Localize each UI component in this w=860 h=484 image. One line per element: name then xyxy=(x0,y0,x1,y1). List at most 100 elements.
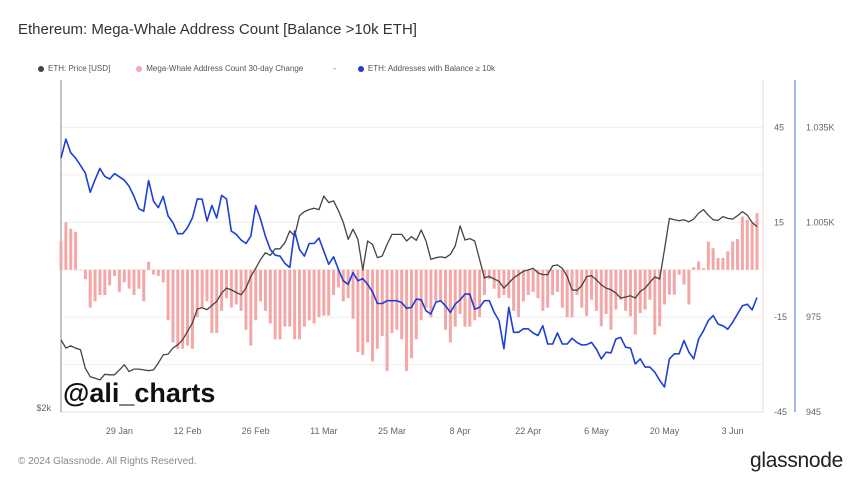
change-bar xyxy=(405,269,409,371)
legend-label: ETH: Addresses with Balance ≥ 10k xyxy=(367,64,496,73)
change-bar xyxy=(653,269,657,335)
change-bar xyxy=(750,223,754,270)
change-bar xyxy=(458,269,462,314)
change-bar xyxy=(468,269,472,327)
x-tick-label: 12 Feb xyxy=(174,426,202,436)
change-bar xyxy=(108,269,112,286)
change-bar xyxy=(672,269,676,295)
change-bar xyxy=(375,269,379,349)
change-bar xyxy=(526,269,530,296)
change-bar xyxy=(414,269,418,340)
chart-title: Ethereum: Mega-Whale Address Count [Bala… xyxy=(18,21,417,38)
legend-label: ETH: Price [USD] xyxy=(48,64,111,73)
change-bar xyxy=(726,251,730,270)
change-bar xyxy=(142,269,146,302)
change-bar xyxy=(263,269,267,311)
change-bar xyxy=(419,269,423,321)
change-bar xyxy=(604,269,608,314)
change-bar xyxy=(166,269,170,321)
change-bar xyxy=(293,269,297,340)
change-bar xyxy=(200,269,204,308)
change-bar xyxy=(356,269,360,352)
address-tick-label: 975 xyxy=(806,312,821,322)
change-bar xyxy=(307,269,311,321)
change-bar xyxy=(210,269,214,333)
change-bar xyxy=(633,269,637,335)
change-bar xyxy=(317,269,321,318)
x-tick-label: 25 Mar xyxy=(378,426,406,436)
change-bar xyxy=(137,269,141,289)
x-tick-label: 29 Jan xyxy=(106,426,133,436)
change-bar xyxy=(395,269,399,330)
change-bar xyxy=(658,269,662,327)
change-bar xyxy=(283,269,287,327)
change-bar xyxy=(682,269,686,285)
change-bar xyxy=(434,269,438,302)
legend-item-blank[interactable]: - xyxy=(333,64,336,73)
change-bar xyxy=(370,269,374,362)
change-bar xyxy=(512,269,516,311)
change-bar xyxy=(332,269,336,296)
change-bar xyxy=(755,213,759,270)
legend: ETH: Price [USD] Mega-Whale Address Coun… xyxy=(38,64,511,73)
change-bar xyxy=(113,269,117,277)
change-bar xyxy=(88,269,92,308)
change-bar xyxy=(473,269,477,321)
change-bar xyxy=(692,267,696,270)
change-bar xyxy=(254,269,258,321)
change-bar xyxy=(599,269,603,327)
change-bar xyxy=(117,269,121,292)
change-bar xyxy=(69,228,73,270)
change-bar xyxy=(663,269,667,305)
change-bar xyxy=(482,269,486,296)
change-bar xyxy=(585,269,589,317)
change-bar xyxy=(181,269,185,349)
change-tick-label: 45 xyxy=(774,122,784,132)
change-bar xyxy=(736,239,740,270)
change-bar xyxy=(83,269,87,280)
change-bar xyxy=(463,269,467,327)
change-bar xyxy=(239,269,243,311)
change-bar xyxy=(161,269,165,283)
change-bar xyxy=(628,269,632,317)
change-bar xyxy=(224,269,228,299)
change-bar xyxy=(351,269,355,319)
change-bar xyxy=(190,269,194,349)
change-bar xyxy=(517,269,521,318)
change-bar xyxy=(312,269,316,324)
change-bar xyxy=(580,269,584,308)
change-bar xyxy=(322,269,326,316)
change-bar xyxy=(98,269,102,296)
change-bar xyxy=(716,258,720,270)
change-bar xyxy=(711,248,715,270)
change-bar xyxy=(614,269,618,310)
change-bar xyxy=(687,269,691,305)
change-bar xyxy=(444,269,448,330)
change-tick-label: -45 xyxy=(774,407,787,417)
change-bar xyxy=(151,269,155,275)
legend-item-change[interactable]: Mega-Whale Address Count 30-day Change xyxy=(136,64,303,73)
change-bar xyxy=(64,222,68,270)
change-bar xyxy=(186,269,190,346)
change-bar xyxy=(341,269,345,302)
change-bar xyxy=(560,269,564,308)
change-bar xyxy=(244,269,248,330)
change-bar xyxy=(336,269,340,288)
change-bar xyxy=(555,269,559,292)
watermark: @ali_charts xyxy=(63,378,216,408)
change-bar xyxy=(278,269,282,340)
legend-item-price[interactable]: ETH: Price [USD] xyxy=(38,64,110,73)
change-bar xyxy=(195,269,199,318)
legend-item-addresses[interactable]: ETH: Addresses with Balance ≥ 10k xyxy=(357,64,496,73)
change-bar xyxy=(176,269,180,349)
change-bar xyxy=(297,269,301,340)
change-tick-label: -15 xyxy=(774,312,787,322)
copyright-footer: © 2024 Glassnode. All Rights Reserved. xyxy=(18,456,197,467)
legend-dot-icon xyxy=(136,65,143,72)
change-bar xyxy=(234,269,238,305)
change-bar xyxy=(366,269,370,343)
change-bar xyxy=(74,231,78,270)
x-tick-label: 26 Feb xyxy=(242,426,270,436)
change-tick-label: 15 xyxy=(774,217,784,227)
price-line xyxy=(60,195,758,381)
